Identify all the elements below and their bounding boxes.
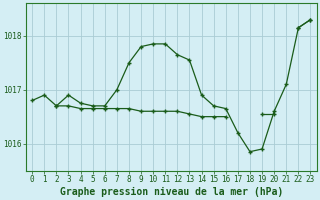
X-axis label: Graphe pression niveau de la mer (hPa): Graphe pression niveau de la mer (hPa)	[60, 186, 283, 197]
